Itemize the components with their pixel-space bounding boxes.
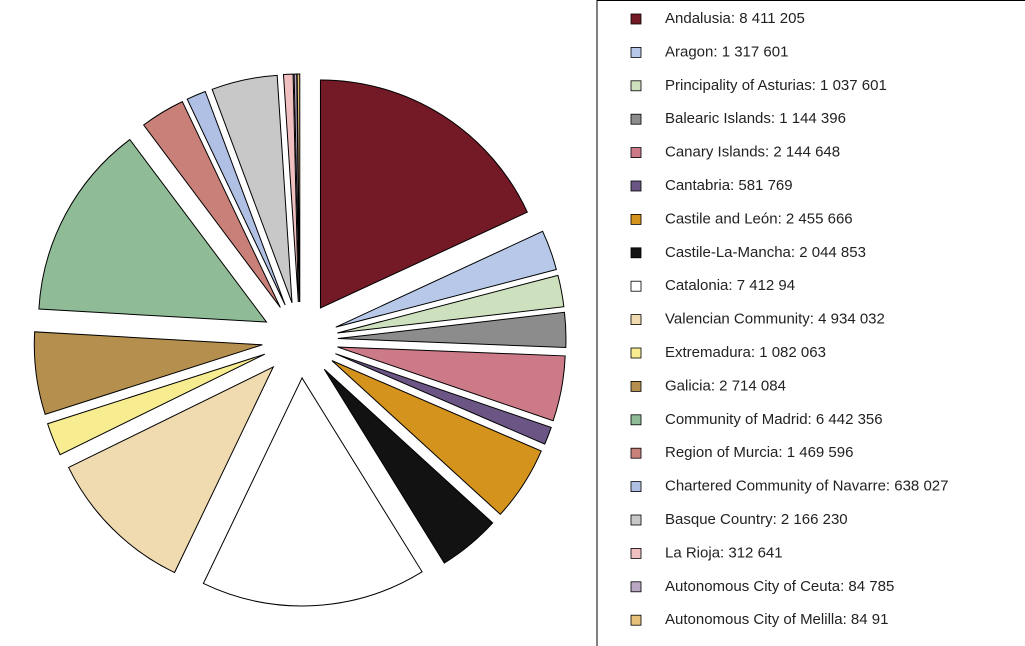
pie-slice	[337, 346, 566, 422]
legend-swatch	[630, 481, 642, 493]
pie-slice	[337, 274, 565, 334]
legend-label: Galicia: 2 714 084	[665, 377, 786, 394]
legend-swatch	[630, 614, 642, 626]
legend-label: Cantabria: 581 769	[665, 177, 793, 194]
legend-label: Catalonia: 7 412 94	[665, 277, 795, 294]
legend-swatch	[630, 447, 642, 459]
pie-slice	[33, 331, 263, 415]
legend-label: Chartered Community of Navarre: 638 027	[665, 478, 948, 495]
legend-frame	[596, 0, 1025, 646]
legend-label: Canary Islands: 2 144 648	[665, 144, 840, 161]
legend-label: Basque Country: 2 166 230	[665, 511, 848, 528]
legend-label: La Rioja: 312 641	[665, 544, 783, 561]
pie-slice	[186, 90, 286, 306]
legend-swatch	[630, 380, 642, 392]
pie-slice	[142, 100, 281, 308]
legend-swatch	[630, 548, 642, 559]
legend-swatch	[630, 180, 642, 192]
pie-slice	[282, 73, 299, 303]
legend-label: Autonomous City of Melilla: 84 91	[665, 611, 888, 628]
legend-label: Principality of Asturias: 1 037 601	[665, 77, 887, 94]
legend-swatch	[630, 247, 642, 259]
pie-slice	[335, 353, 552, 445]
legend-label: Community of Madrid: 6 442 356	[665, 411, 883, 428]
legend-label: Extremadura: 1 082 063	[665, 344, 826, 361]
pie-slice	[323, 368, 494, 564]
legend-label: Andalusia: 8 411 205	[665, 10, 805, 27]
legend-label: Castile and León: 2 455 666	[665, 210, 853, 227]
legend-swatch	[630, 147, 642, 159]
legend-swatch	[630, 80, 642, 92]
legend-swatch	[630, 347, 642, 359]
pie-slice	[296, 73, 301, 303]
legend-swatch	[630, 514, 642, 526]
legend-swatch	[630, 314, 642, 326]
pie-slice	[335, 230, 557, 328]
legend-swatch	[630, 213, 642, 225]
legend-label: Aragon: 1 317 601	[665, 43, 788, 60]
legend-swatch	[630, 280, 642, 292]
legend-label: Autonomous City of Ceuta: 84 785	[665, 578, 894, 595]
pie-slice	[331, 360, 542, 516]
legend-label: Region of Murcia: 1 469 596	[665, 444, 853, 461]
legend-label: Balearic Islands: 1 144 396	[665, 110, 846, 127]
legend-swatch	[630, 113, 642, 125]
legend-label: Castile-La-Mancha: 2 044 853	[665, 244, 866, 261]
pie-slice	[38, 138, 268, 323]
legend-swatch	[630, 47, 642, 58]
legend-swatch	[630, 581, 642, 593]
pie-slice	[337, 311, 567, 349]
legend-label: Valencian Community: 4 934 032	[665, 311, 885, 328]
pie-slice	[319, 79, 529, 309]
legend-swatch	[630, 13, 642, 25]
pie-slice	[211, 74, 293, 304]
legend-swatch	[630, 414, 642, 426]
pie-slice	[46, 353, 265, 456]
pie-slice	[202, 376, 423, 607]
pie-slice	[67, 365, 275, 574]
